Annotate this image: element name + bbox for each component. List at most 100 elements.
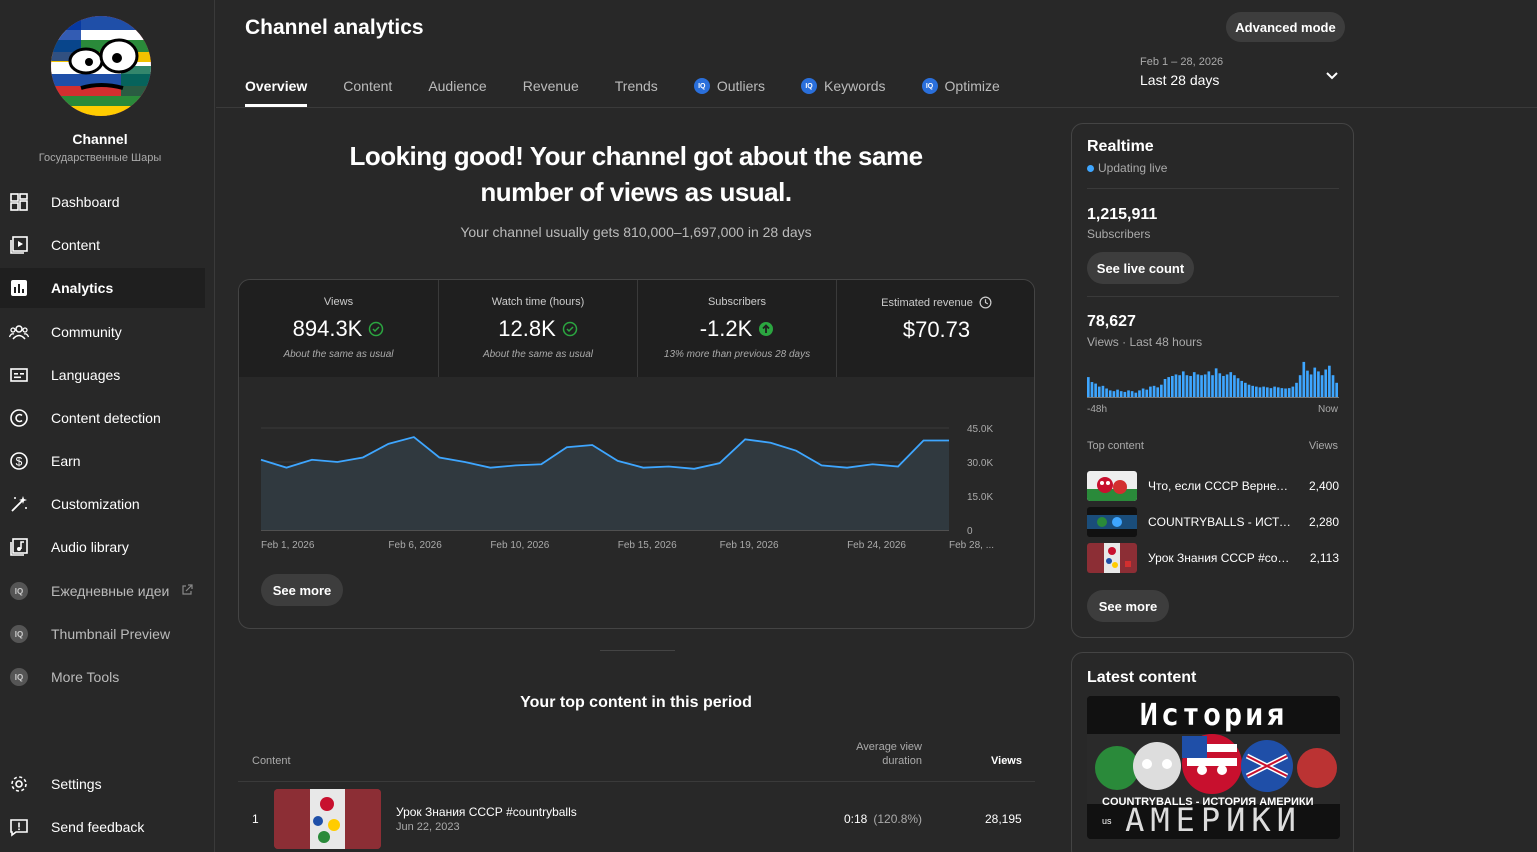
realtime-bar xyxy=(1251,385,1254,398)
tab-outliers[interactable]: IQ Outliers xyxy=(693,76,765,96)
tab-optimize[interactable]: IQ Optimize xyxy=(921,76,1000,96)
realtime-list-item[interactable]: Урок Знания СССР #cou... 2,113 xyxy=(1087,543,1339,573)
vidiq-icon: IQ xyxy=(10,668,28,686)
feedback-icon xyxy=(8,816,30,838)
realtime-bar xyxy=(1167,377,1170,398)
see-live-count-button[interactable]: See live count xyxy=(1087,252,1194,284)
realtime-bar xyxy=(1335,382,1338,398)
realtime-see-more-button[interactable]: See more xyxy=(1087,590,1169,622)
thumb-headline-text: История xyxy=(1139,698,1288,733)
realtime-bar xyxy=(1280,388,1284,398)
advanced-mode-button[interactable]: Advanced mode xyxy=(1226,12,1345,42)
divider xyxy=(1087,188,1339,189)
tab-label: Content xyxy=(343,78,393,94)
realtime-bar xyxy=(1196,374,1200,398)
analytics-icon xyxy=(8,277,30,299)
realtime-bar xyxy=(1236,378,1240,398)
clock-icon xyxy=(979,296,992,309)
top-content-title: Your top content in this period xyxy=(520,694,752,711)
y-tick-label: 45.0K xyxy=(967,424,993,435)
date-range-picker[interactable]: Feb 1 – 28, 2026 Last 28 days xyxy=(1140,56,1223,88)
sidebar-item-send-feedback[interactable]: Send feedback xyxy=(0,807,205,847)
sidebar-item-label: Settings xyxy=(51,776,102,792)
realtime-bar xyxy=(1203,374,1207,398)
chart-area-fill xyxy=(261,437,949,530)
tab-audience[interactable]: Audience xyxy=(428,76,486,96)
realtime-bar xyxy=(1284,388,1287,398)
x-tick-label: Feb 15, 2026 xyxy=(618,540,677,551)
sidebar-item-label: Languages xyxy=(51,367,121,383)
metric-revenue[interactable]: Estimated revenue $70.73 xyxy=(836,280,1034,377)
tab-label: Trends xyxy=(614,78,658,94)
tab-overview[interactable]: Overview xyxy=(245,76,308,107)
metric-watch-time[interactable]: Watch time (hours) 12.8K About the same … xyxy=(438,280,637,377)
sidebar-item-daily-ideas[interactable]: IQ Ежедневные идеи xyxy=(0,571,205,611)
sidebar-item-label: Content detection xyxy=(51,410,161,426)
realtime-list-item[interactable]: COUNTRYBALLS - ИСТО... 2,280 xyxy=(1087,507,1339,537)
sidebar-item-customization[interactable]: Customization xyxy=(0,484,205,524)
realtime-bar xyxy=(1313,367,1317,398)
chart-see-more-button[interactable]: See more xyxy=(261,574,343,606)
sidebar-item-earn[interactable]: $ Earn xyxy=(0,441,205,481)
tab-label: Audience xyxy=(428,78,487,94)
sidebar-item-settings[interactable]: Settings xyxy=(0,764,205,804)
video-thumbnail xyxy=(1087,507,1137,537)
y-tick-label: 0 xyxy=(967,526,973,537)
check-circle-icon xyxy=(369,321,384,337)
sidebar-item-community[interactable]: Community xyxy=(0,312,205,352)
realtime-list-item[interactable]: Что, если СССР Вернетс... 2,400 xyxy=(1087,471,1339,501)
row-title[interactable]: Урок Знания СССР #countryballs xyxy=(396,805,577,819)
tab-content[interactable]: Content xyxy=(343,76,392,96)
realtime-bar xyxy=(1192,372,1196,398)
video-thumbnail xyxy=(1087,471,1137,501)
realtime-bar xyxy=(1119,391,1123,398)
metric-value: 12.8K xyxy=(498,316,556,341)
tab-trends[interactable]: Trends xyxy=(615,76,658,96)
tab-label: Keywords xyxy=(824,78,886,94)
realtime-bar xyxy=(1306,370,1309,398)
divider xyxy=(1087,296,1339,297)
sidebar-item-content-detection[interactable]: Content detection xyxy=(0,398,205,438)
external-link-icon xyxy=(181,583,193,599)
metric-views[interactable]: Views 894.3K About the same as usual xyxy=(239,280,438,377)
tab-keywords[interactable]: IQ Keywords xyxy=(801,76,886,96)
video-thumbnail xyxy=(1087,543,1137,573)
video-thumbnail[interactable] xyxy=(274,789,381,849)
live-indicator: Updating live xyxy=(1087,161,1167,175)
audio-library-icon xyxy=(8,536,30,558)
col-header-avg-duration: Average view duration xyxy=(856,741,922,767)
latest-content-card: Latest content История АМЕРИКИ COUNTR xyxy=(1071,652,1354,852)
realtime-bar xyxy=(1328,365,1331,398)
realtime-bar xyxy=(1276,387,1280,398)
metric-note: About the same as usual xyxy=(482,349,594,360)
latest-video-thumbnail[interactable]: История АМЕРИКИ COUNTRYBALLS - ИСТОРИЯ А… xyxy=(1087,696,1340,839)
col-header-views: Views xyxy=(991,755,1022,767)
tab-bar: Overview Content Audience Revenue Trends… xyxy=(245,76,1036,107)
realtime-bar xyxy=(1265,387,1269,398)
realtime-bar xyxy=(1094,383,1097,398)
dollar-icon: $ xyxy=(8,450,30,472)
metric-subscribers[interactable]: Subscribers -1.2K 13% more than previous… xyxy=(637,280,836,377)
tab-revenue[interactable]: Revenue xyxy=(523,76,579,96)
realtime-bar xyxy=(1211,375,1214,398)
realtime-bar xyxy=(1320,375,1324,398)
page-title: Channel analytics xyxy=(245,16,424,39)
live-text: Updating live xyxy=(1098,161,1168,175)
subtitles-icon xyxy=(8,364,30,386)
sidebar-item-thumbnail-preview[interactable]: IQ Thumbnail Preview xyxy=(0,614,205,654)
sidebar-item-label: Earn xyxy=(51,453,81,469)
chevron-down-icon[interactable] xyxy=(1324,68,1340,84)
realtime-bar xyxy=(1171,375,1174,398)
sidebar-item-audio-library[interactable]: Audio library xyxy=(0,527,205,567)
sidebar-item-label: Ежедневные идеи xyxy=(51,583,170,599)
sidebar-item-analytics[interactable]: Analytics xyxy=(0,268,205,308)
sidebar-item-dashboard[interactable]: Dashboard xyxy=(0,182,205,222)
realtime-bar xyxy=(1174,374,1178,398)
sidebar-item-more-tools[interactable]: IQ More Tools xyxy=(0,657,205,697)
sidebar-item-languages[interactable]: Languages xyxy=(0,355,205,395)
metric-label: Views xyxy=(323,296,354,308)
realtime-bar xyxy=(1240,380,1244,398)
channel-avatar[interactable] xyxy=(51,16,151,116)
sidebar-item-content[interactable]: Content xyxy=(0,225,205,265)
row-avg-duration: 0:18 (120.8%) xyxy=(844,812,922,826)
